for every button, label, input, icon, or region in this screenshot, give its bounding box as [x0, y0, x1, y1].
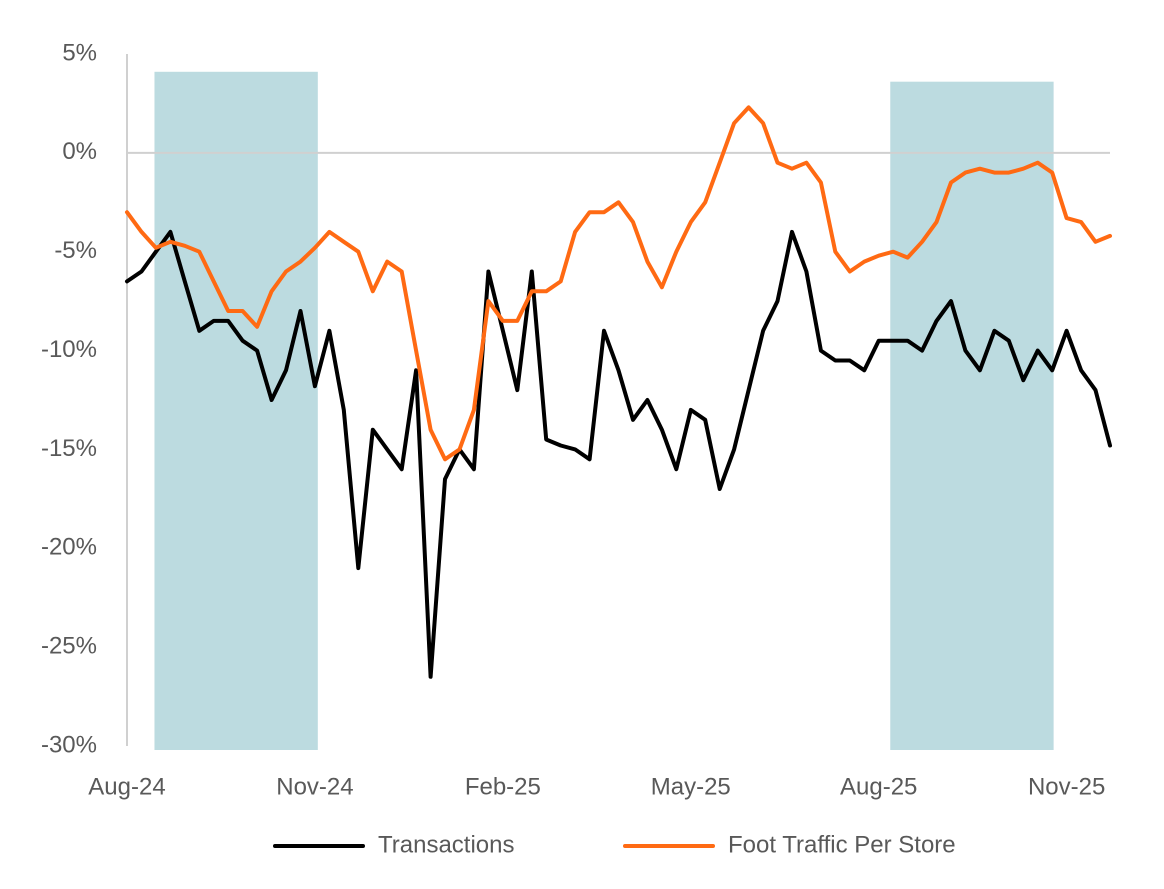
y-tick-label: -30%: [41, 731, 97, 758]
y-tick-label: 0%: [62, 138, 97, 165]
x-tick-label: May-25: [651, 773, 731, 800]
y-tick-label: -20%: [41, 534, 97, 561]
x-tick-label: Nov-25: [1028, 773, 1105, 800]
x-tick-label: Aug-24: [88, 773, 165, 800]
x-tick-label: Nov-24: [276, 773, 353, 800]
series-line: [125, 105, 1112, 462]
series-line: [125, 229, 1112, 679]
y-tick-label: -10%: [41, 336, 97, 363]
x-tick-label: Feb-25: [465, 773, 541, 800]
y-tick-label: -15%: [41, 435, 97, 462]
legend-label: Transactions: [378, 831, 515, 858]
shaded-band: [890, 81, 1054, 751]
shaded-band: [154, 71, 318, 750]
x-tick-label: Aug-25: [840, 773, 917, 800]
y-tick-label: 5%: [62, 39, 97, 66]
y-tick-label: -5%: [54, 237, 97, 264]
legend-label: Foot Traffic Per Store: [728, 831, 956, 858]
y-tick-label: -25%: [41, 632, 97, 659]
